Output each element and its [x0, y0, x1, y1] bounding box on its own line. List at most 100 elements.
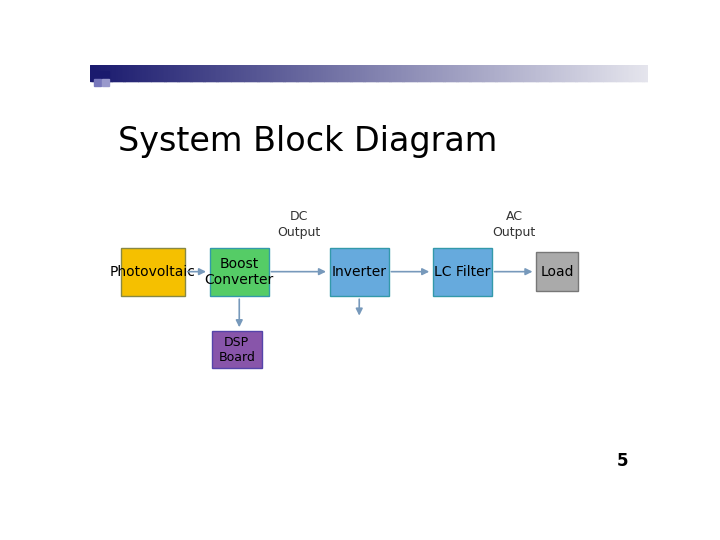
Bar	[116, 65, 119, 82]
Bar	[310, 65, 312, 82]
Bar	[507, 65, 510, 82]
Bar	[624, 65, 627, 82]
Bar	[585, 65, 588, 82]
Bar	[397, 65, 400, 82]
Bar	[114, 65, 117, 82]
Bar	[145, 65, 149, 82]
Bar	[447, 65, 450, 82]
Bar	[168, 65, 171, 82]
FancyBboxPatch shape	[330, 248, 389, 295]
Bar	[102, 71, 109, 78]
Bar	[618, 65, 621, 82]
Bar	[428, 65, 431, 82]
Bar	[237, 65, 240, 82]
Bar	[302, 65, 305, 82]
Bar	[377, 65, 379, 82]
Bar	[639, 65, 642, 82]
Bar	[510, 65, 513, 82]
Bar	[564, 65, 567, 82]
Bar	[380, 65, 383, 82]
Bar	[118, 65, 121, 82]
Bar	[194, 65, 197, 82]
Bar	[259, 65, 262, 82]
Bar	[328, 65, 331, 82]
Bar	[172, 65, 175, 82]
Bar	[395, 65, 398, 82]
Bar	[485, 65, 487, 82]
Bar	[622, 65, 625, 82]
Bar	[539, 65, 541, 82]
Bar	[102, 79, 109, 85]
Bar	[94, 71, 101, 78]
Bar	[529, 65, 532, 82]
Bar	[150, 65, 153, 82]
Bar	[495, 65, 498, 82]
Bar	[105, 65, 108, 82]
Bar	[347, 65, 350, 82]
Bar	[319, 65, 322, 82]
Bar	[161, 65, 163, 82]
Bar	[320, 65, 323, 82]
Bar	[138, 65, 141, 82]
Bar	[384, 65, 387, 82]
Bar	[575, 65, 578, 82]
FancyBboxPatch shape	[536, 252, 578, 292]
Bar	[282, 65, 284, 82]
Bar	[406, 65, 409, 82]
Bar	[555, 65, 558, 82]
Text: Inverter: Inverter	[332, 265, 387, 279]
Bar	[246, 65, 249, 82]
Text: 5: 5	[617, 452, 629, 470]
Bar	[531, 65, 534, 82]
Bar	[183, 65, 186, 82]
Bar	[269, 65, 271, 82]
Bar	[534, 65, 538, 82]
Bar	[240, 65, 243, 82]
Text: Photovoltaic: Photovoltaic	[110, 265, 196, 279]
Bar	[583, 65, 586, 82]
Bar	[287, 65, 290, 82]
Bar	[536, 65, 539, 82]
Bar	[155, 65, 158, 82]
Bar	[421, 65, 424, 82]
Bar	[423, 65, 426, 82]
Bar	[217, 65, 220, 82]
Bar	[348, 65, 351, 82]
Bar	[142, 65, 145, 82]
Bar	[140, 65, 143, 82]
Bar	[456, 65, 459, 82]
Bar	[425, 65, 428, 82]
Bar	[475, 65, 478, 82]
Bar	[449, 65, 452, 82]
Bar	[315, 65, 318, 82]
Bar	[486, 65, 489, 82]
Bar	[613, 65, 616, 82]
Bar	[354, 65, 357, 82]
Bar	[642, 65, 645, 82]
Bar	[307, 65, 310, 82]
Bar	[358, 65, 361, 82]
Bar	[276, 65, 279, 82]
Bar	[467, 65, 471, 82]
Bar	[479, 65, 482, 82]
Bar	[96, 65, 99, 82]
Bar	[540, 65, 543, 82]
Bar	[466, 65, 469, 82]
Bar	[211, 65, 214, 82]
Bar	[345, 65, 348, 82]
Bar	[298, 65, 301, 82]
Bar	[590, 65, 593, 82]
Bar	[620, 65, 623, 82]
Text: AC
Output: AC Output	[492, 210, 536, 239]
Bar	[399, 65, 402, 82]
Bar	[256, 65, 258, 82]
Bar	[431, 65, 433, 82]
Bar	[577, 65, 580, 82]
Bar	[163, 65, 166, 82]
Bar	[297, 65, 300, 82]
Bar	[164, 65, 167, 82]
Bar	[196, 65, 199, 82]
Text: Load: Load	[541, 265, 574, 279]
Bar	[274, 65, 277, 82]
Bar	[615, 65, 618, 82]
